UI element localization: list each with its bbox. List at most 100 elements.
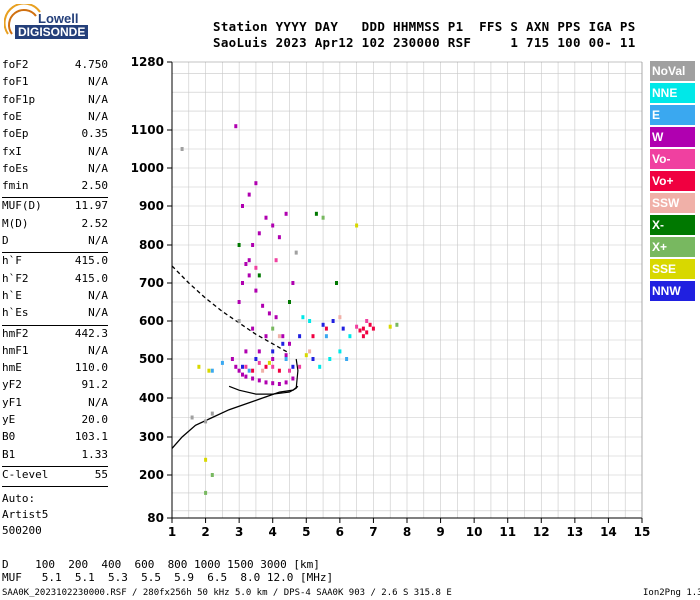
param-label: D: [2, 234, 9, 247]
point-w: [257, 231, 261, 236]
point-w: [284, 353, 288, 358]
param-row: hmF1 N/A: [2, 344, 108, 360]
x-tick-label: 10: [466, 525, 483, 539]
point-sse: [267, 360, 271, 365]
point-w: [284, 211, 288, 216]
param-label: fmin: [2, 179, 29, 193]
param-row: fmin 2.50: [2, 179, 108, 195]
point-nnw: [241, 364, 244, 369]
param-value: N/A: [88, 75, 108, 89]
legend-item-ssw: SSW: [650, 193, 695, 213]
point-w: [274, 315, 278, 320]
param-label: h`E: [2, 288, 22, 302]
point-nnw: [311, 357, 315, 361]
curve-trace-f2: [228, 358, 299, 395]
point-vo: [311, 334, 315, 339]
param-label: h`Es: [2, 306, 29, 320]
param-row: C-level 55: [2, 468, 108, 484]
point-w: [264, 334, 268, 339]
y-tick-label: 200: [139, 468, 164, 482]
point-vo: [361, 334, 365, 339]
param-label: B0: [2, 430, 16, 444]
point-w: [234, 364, 238, 369]
param-row: fxI N/A: [2, 145, 108, 161]
x-tick-label: 12: [533, 525, 550, 539]
point-e: [324, 334, 328, 339]
point-vo: [358, 328, 362, 333]
point-w: [244, 349, 248, 354]
point-w: [230, 357, 234, 361]
param-label: yF2: [2, 378, 22, 392]
point-nnw: [321, 322, 325, 327]
muf-row: MUF 5.1 5.1 5.3 5.5 5.9 6.5 8.0 12.0 [MH…: [2, 571, 334, 584]
param-row: h`F2 415.0: [2, 272, 108, 288]
point-noval: [210, 411, 214, 416]
y-tick-label: 600: [139, 314, 164, 328]
legend-item-w: W: [650, 127, 695, 147]
point-x: [395, 322, 399, 327]
legend-item-nnw: NNW: [650, 281, 695, 301]
point-nne: [308, 319, 312, 323]
legend-item-e: E: [650, 105, 695, 125]
x-tick-label: 5: [302, 525, 310, 539]
param-row: M(D) 2.52: [2, 217, 108, 233]
y-tick-label: 800: [139, 238, 164, 252]
point-e: [210, 368, 214, 373]
param-label: h`F: [2, 254, 22, 268]
header-line-1: Station YYYY DAY DDD HHMMSS P1 FFS S AXN…: [213, 19, 636, 34]
auto-scaling-line2: Artist5: [2, 508, 49, 522]
point-nne: [338, 349, 342, 354]
param-row: foF2 4.750: [2, 58, 108, 74]
point-vo: [271, 364, 275, 369]
param-value: 103.1: [74, 430, 108, 444]
point-nnw: [271, 349, 275, 354]
point-w: [237, 368, 241, 373]
x-tick-label: 9: [436, 525, 444, 539]
point-vo: [324, 326, 328, 331]
point-nnw: [341, 326, 345, 331]
x-tick-label: 14: [600, 525, 617, 539]
point-vo: [288, 368, 291, 373]
point-w: [254, 288, 258, 293]
param-value: N/A: [88, 343, 108, 357]
param-label: foF2: [2, 58, 29, 71]
x-tick-label: 13: [567, 525, 584, 539]
param-value: N/A: [88, 161, 108, 175]
x-tick-label: 6: [336, 525, 344, 539]
point-nnw: [298, 334, 302, 339]
point-w: [281, 334, 285, 339]
point-w: [251, 326, 255, 331]
legend-item-nne: NNE: [650, 83, 695, 103]
legend-item-vo: Vo+: [650, 171, 695, 191]
param-value: N/A: [88, 288, 108, 302]
param-value: 0.35: [81, 127, 109, 141]
point-noval: [204, 419, 208, 424]
point-vo: [365, 330, 369, 335]
point-w: [288, 341, 291, 346]
param-row: foEp 0.35: [2, 127, 108, 143]
point-vo: [277, 368, 281, 373]
param-row: h`Es N/A: [2, 306, 108, 322]
param-value: 2.50: [81, 179, 109, 193]
point-sse: [207, 368, 211, 373]
x-tick-label: 15: [634, 525, 651, 539]
point-x: [314, 211, 318, 216]
param-label: foF1: [2, 75, 29, 89]
point-nne: [328, 357, 332, 361]
footer-version: Ion2Png 1.3.17: [643, 588, 700, 598]
param-label: foEs: [2, 161, 29, 175]
logo-lowell: Lowell: [38, 11, 79, 26]
point-w: [234, 124, 238, 129]
point-w: [261, 303, 265, 308]
point-vo: [368, 322, 372, 327]
point-sse: [197, 364, 201, 369]
point-e: [284, 357, 288, 361]
point-w: [257, 349, 261, 354]
param-value: N/A: [88, 92, 108, 106]
param-row: yF2 91.2: [2, 378, 108, 394]
param-value: 91.2: [81, 378, 109, 392]
param-separator: [2, 465, 108, 467]
point-sse: [204, 457, 208, 462]
x-tick-label: 8: [403, 525, 411, 539]
point-vo: [264, 364, 268, 369]
